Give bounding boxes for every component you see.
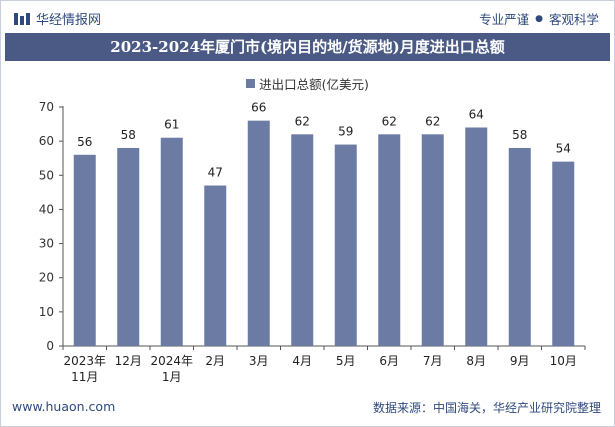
x-tick-label: 1月 <box>162 370 182 384</box>
bar <box>160 137 183 346</box>
data-label: 62 <box>425 114 440 128</box>
bar <box>247 120 270 347</box>
bar <box>73 154 96 346</box>
x-tick-label: 7月 <box>423 354 443 368</box>
data-label: 54 <box>556 142 571 156</box>
y-tick-label: 60 <box>39 134 54 148</box>
brand-name: 华经情报网 <box>36 13 102 28</box>
chart-title: 2023-2024年厦门市(境内目的地/货源地)月度进出口总额 <box>5 33 610 61</box>
x-tick-label: 9月 <box>510 354 530 368</box>
y-tick-label: 10 <box>39 305 54 319</box>
y-tick-label: 50 <box>39 168 54 182</box>
x-tick-label: 2023年 <box>63 354 106 368</box>
x-tick-label: 12月 <box>115 354 142 368</box>
slogan-right: 客观科学 <box>548 12 599 27</box>
data-label: 59 <box>338 125 353 139</box>
bar <box>378 134 401 346</box>
bar <box>291 134 314 346</box>
data-label: 64 <box>469 107 484 121</box>
bar <box>552 161 575 346</box>
x-tick-label: 2024年 <box>150 354 193 368</box>
y-tick-label: 20 <box>39 271 54 285</box>
brand[interactable]: 华经情报网 <box>14 9 101 28</box>
bar <box>508 147 531 346</box>
slogan: 专业严谨 ● 客观科学 <box>479 9 599 28</box>
brand-logo-icon <box>14 12 30 25</box>
bar <box>117 147 140 346</box>
x-tick-label: 8月 <box>466 354 486 368</box>
slogan-separator: ● <box>535 13 543 24</box>
data-label: 56 <box>77 135 92 149</box>
header: 华经情报网 专业严谨 ● 客观科学 <box>0 0 615 33</box>
footer-website[interactable]: www.huaon.com <box>12 399 116 414</box>
data-label: 58 <box>121 128 136 142</box>
bar <box>465 127 488 346</box>
legend: 进出口总额(亿美元) <box>0 74 615 93</box>
data-label: 61 <box>164 118 179 132</box>
slogan-left: 专业严谨 <box>479 12 530 27</box>
bar <box>204 185 227 346</box>
bar <box>421 134 444 346</box>
x-tick-label: 2月 <box>205 354 225 368</box>
y-tick-label: 40 <box>39 202 54 216</box>
y-tick-label: 0 <box>46 339 54 353</box>
y-tick-label: 70 <box>39 100 54 114</box>
data-label: 62 <box>382 114 397 128</box>
data-label: 58 <box>512 128 527 142</box>
y-tick-label: 30 <box>39 237 54 251</box>
x-tick-label: 3月 <box>249 354 269 368</box>
x-tick-label: 6月 <box>379 354 399 368</box>
data-label: 66 <box>251 101 266 115</box>
footer-source: 数据来源：中国海关，华经产业研究院整理 <box>372 401 601 415</box>
bar <box>334 144 357 346</box>
x-tick-label: 5月 <box>336 354 356 368</box>
data-label: 62 <box>295 114 310 128</box>
legend-label: 进出口总额(亿美元) <box>259 77 369 92</box>
legend-swatch <box>246 79 256 88</box>
x-tick-label: 10月 <box>550 354 577 368</box>
data-label: 47 <box>208 166 223 180</box>
x-tick-label: 4月 <box>292 354 312 368</box>
x-tick-label: 11月 <box>71 370 98 384</box>
